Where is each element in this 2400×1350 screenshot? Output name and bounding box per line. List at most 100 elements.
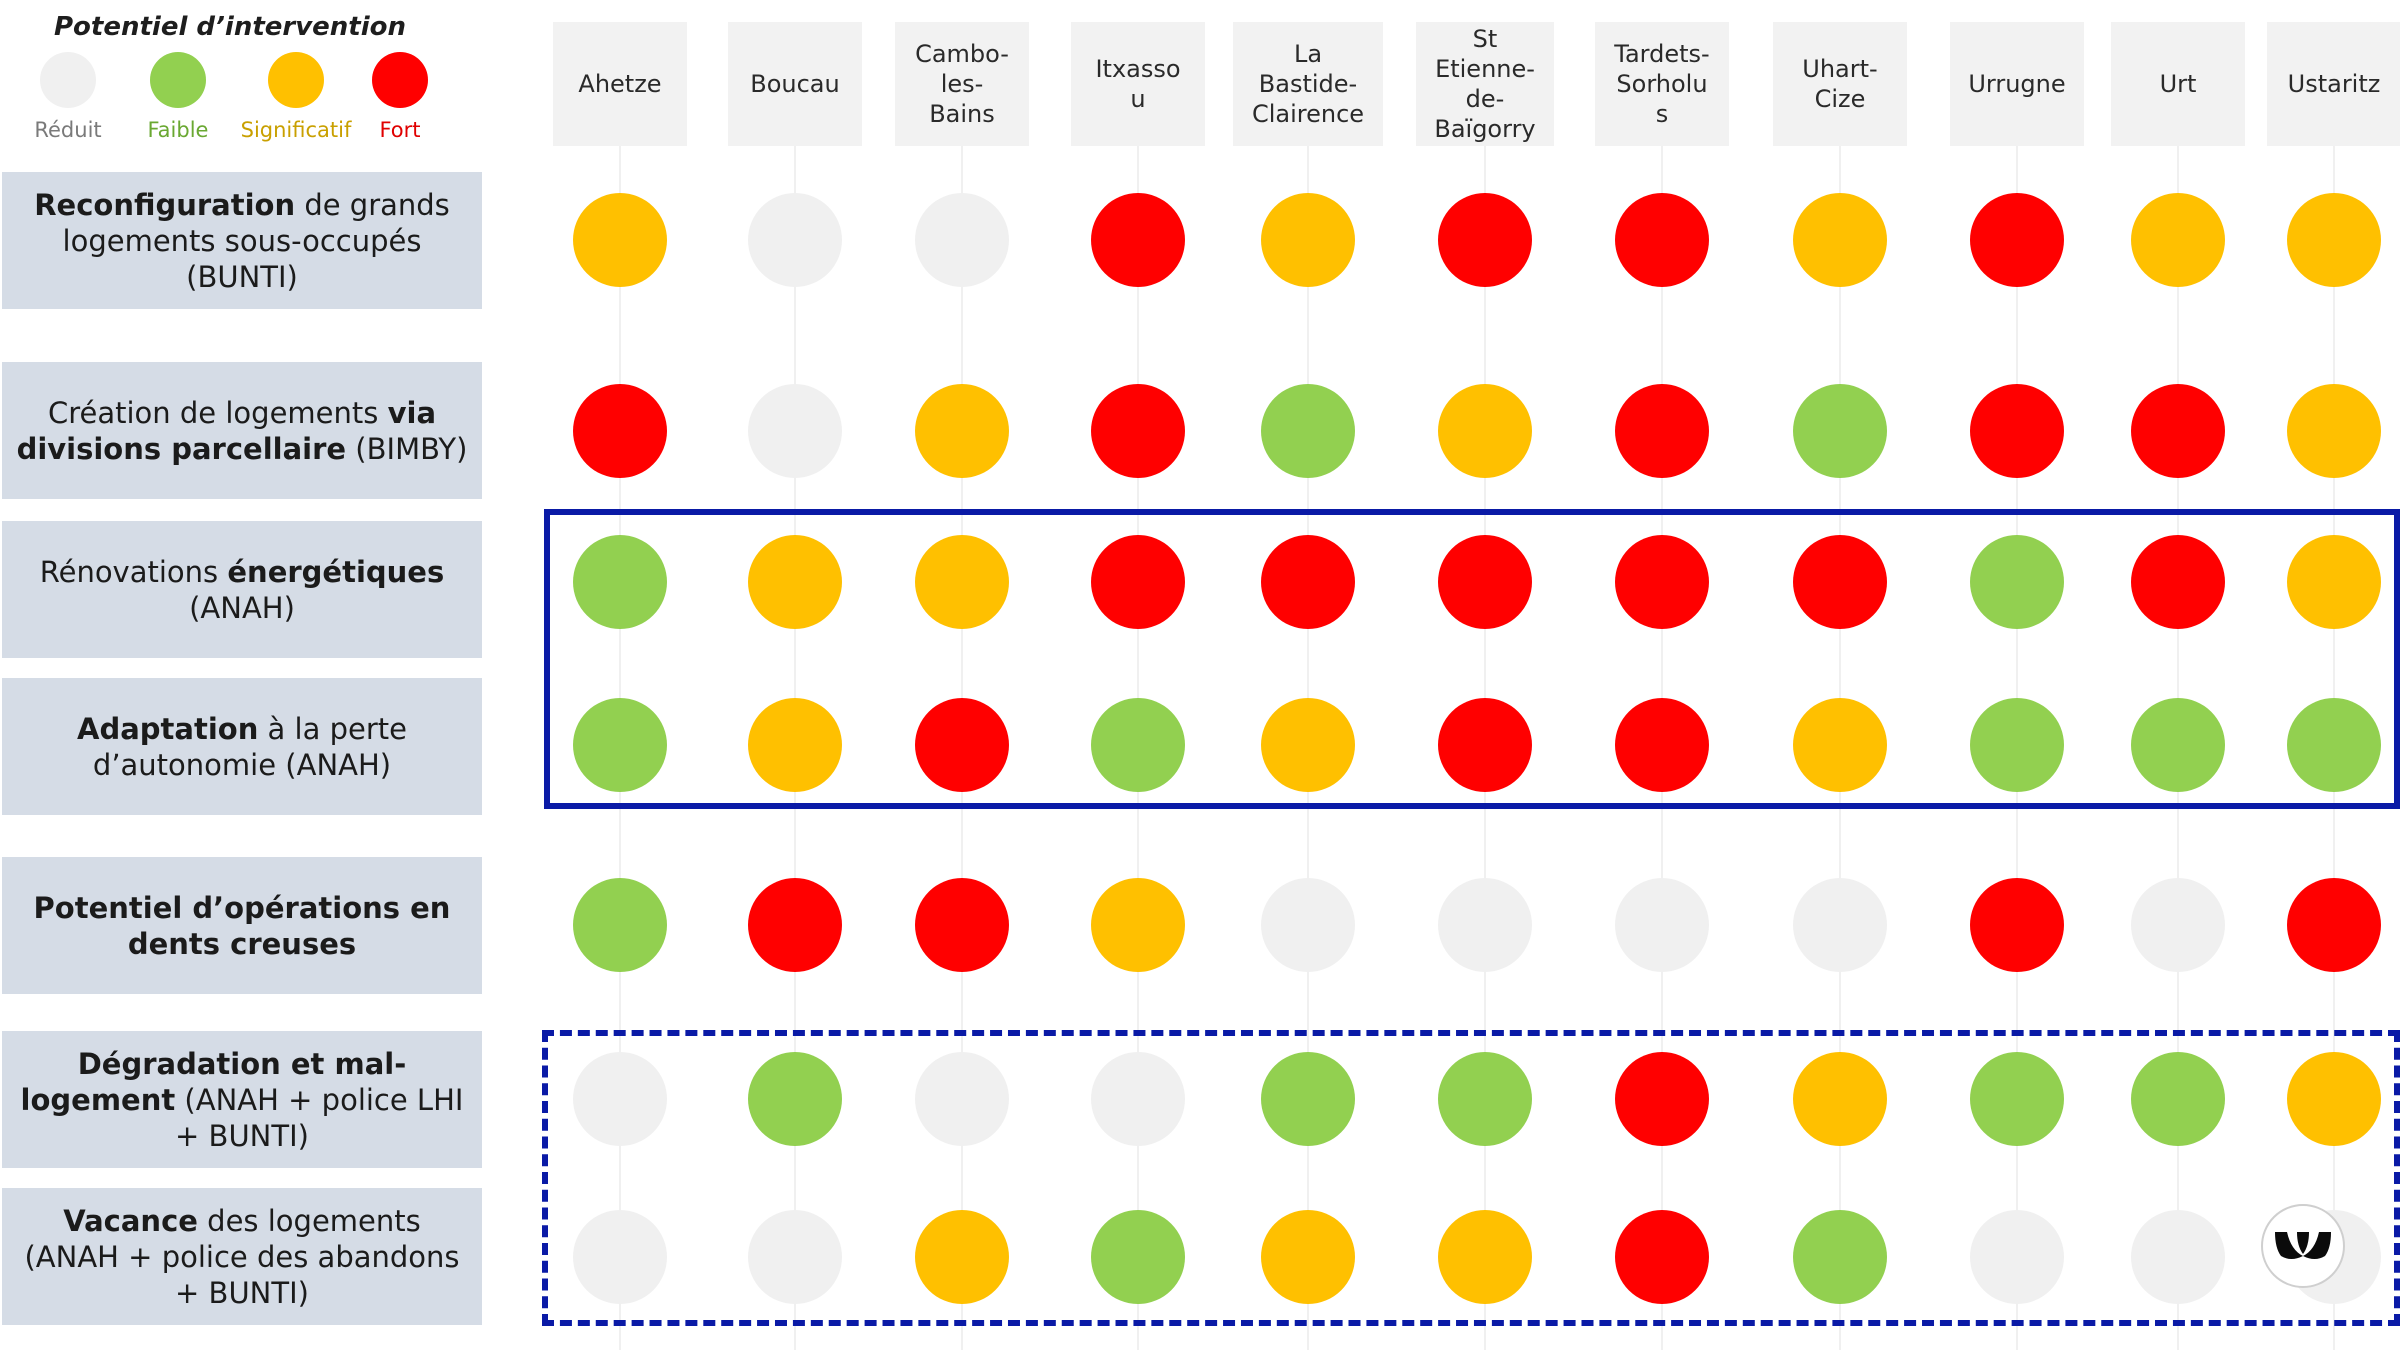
level-dot [2287, 698, 2381, 792]
level-dot [1970, 193, 2064, 287]
legend-dot [372, 52, 428, 108]
level-dot [1615, 1210, 1709, 1304]
level-dot [1261, 1052, 1355, 1146]
level-dot [748, 535, 842, 629]
level-dot [1438, 193, 1532, 287]
level-dot [1438, 384, 1532, 478]
level-dot [1793, 878, 1887, 972]
level-dot [1438, 1210, 1532, 1304]
legend-dot [40, 52, 96, 108]
column-header: Urrugne [1950, 22, 2084, 146]
level-dot [1261, 1210, 1355, 1304]
level-dot [1793, 535, 1887, 629]
row-label-text: Adaptation à la perte d’autonomie (ANAH) [77, 711, 407, 782]
level-dot [1615, 698, 1709, 792]
row-label-text: Vacance des logements (ANAH + police des… [24, 1203, 460, 1310]
level-dot [1091, 698, 1185, 792]
column-header: Itxasso u [1071, 22, 1205, 146]
level-dot [1615, 878, 1709, 972]
column-header: Uhart- Cize [1773, 22, 1907, 146]
level-dot [1261, 878, 1355, 972]
level-dot [2131, 384, 2225, 478]
column-header: Ustaritz [2267, 22, 2400, 146]
level-dot [2287, 878, 2381, 972]
level-dot [1261, 193, 1355, 287]
level-dot [1970, 1052, 2064, 1146]
level-dot [2131, 535, 2225, 629]
brand-logo-icon [2261, 1204, 2345, 1288]
level-dot [748, 193, 842, 287]
level-dot [1438, 698, 1532, 792]
level-dot [1261, 535, 1355, 629]
level-dot [748, 1052, 842, 1146]
level-dot [2287, 535, 2381, 629]
level-dot [748, 698, 842, 792]
row-label-text: Création de logements via divisions parc… [16, 395, 468, 466]
legend-label: Réduit [34, 118, 102, 142]
legend-dot [150, 52, 206, 108]
level-dot [1261, 384, 1355, 478]
level-dot [1091, 1210, 1185, 1304]
level-dot [573, 878, 667, 972]
level-dot [1438, 878, 1532, 972]
row-label: Vacance des logements (ANAH + police des… [2, 1188, 482, 1325]
level-dot [573, 384, 667, 478]
level-dot [1615, 535, 1709, 629]
row-label: Potentiel d’opérations en dents creuses [2, 857, 482, 994]
level-dot [573, 535, 667, 629]
level-dot [1970, 698, 2064, 792]
level-dot [2131, 1210, 2225, 1304]
level-dot [1438, 535, 1532, 629]
level-dot [1615, 384, 1709, 478]
legend-label: Fort [379, 118, 421, 142]
level-dot [1615, 1052, 1709, 1146]
level-dot [573, 698, 667, 792]
legend-item: Significatif [226, 52, 366, 142]
legend-dot [268, 52, 324, 108]
legend-item: Faible [108, 52, 248, 142]
level-dot [1970, 1210, 2064, 1304]
level-dot [915, 878, 1009, 972]
row-label-text: Dégradation et mal-logement (ANAH + poli… [20, 1046, 464, 1153]
level-dot [1615, 193, 1709, 287]
level-dot [1091, 384, 1185, 478]
level-dot [1793, 698, 1887, 792]
column-header: Urt [2111, 22, 2245, 146]
level-dot [748, 1210, 842, 1304]
level-dot [915, 698, 1009, 792]
row-label-text: Reconfiguration de grands logements sous… [34, 187, 450, 294]
legend-item: Fort [330, 52, 470, 142]
legend-label: Significatif [240, 118, 352, 142]
level-dot [1970, 535, 2064, 629]
level-dot [915, 384, 1009, 478]
legend-label: Faible [147, 118, 209, 142]
level-dot [1970, 878, 2064, 972]
row-label: Dégradation et mal-logement (ANAH + poli… [2, 1031, 482, 1168]
level-dot [748, 384, 842, 478]
level-dot [1261, 698, 1355, 792]
row-label: Reconfiguration de grands logements sous… [2, 172, 482, 309]
level-dot [915, 1210, 1009, 1304]
level-dot [2131, 698, 2225, 792]
level-dot [915, 1052, 1009, 1146]
level-dot [1793, 384, 1887, 478]
level-dot [1091, 878, 1185, 972]
level-dot [2287, 384, 2381, 478]
column-header: Ahetze [553, 22, 687, 146]
row-label-text: Rénovations énergétiques (ANAH) [39, 554, 445, 625]
level-dot [1793, 1210, 1887, 1304]
level-dot [573, 193, 667, 287]
level-dot [748, 878, 842, 972]
level-dot [1091, 535, 1185, 629]
solid-highlight-frame [544, 509, 2400, 809]
row-label: Adaptation à la perte d’autonomie (ANAH) [2, 678, 482, 815]
level-dot [1793, 193, 1887, 287]
column-header: Boucau [728, 22, 862, 146]
level-dot [2131, 193, 2225, 287]
row-label: Rénovations énergétiques (ANAH) [2, 521, 482, 658]
level-dot [915, 193, 1009, 287]
level-dot [573, 1052, 667, 1146]
level-dot [2287, 193, 2381, 287]
column-header: St Etienne- de- Baïgorry [1416, 22, 1554, 146]
level-dot [915, 535, 1009, 629]
